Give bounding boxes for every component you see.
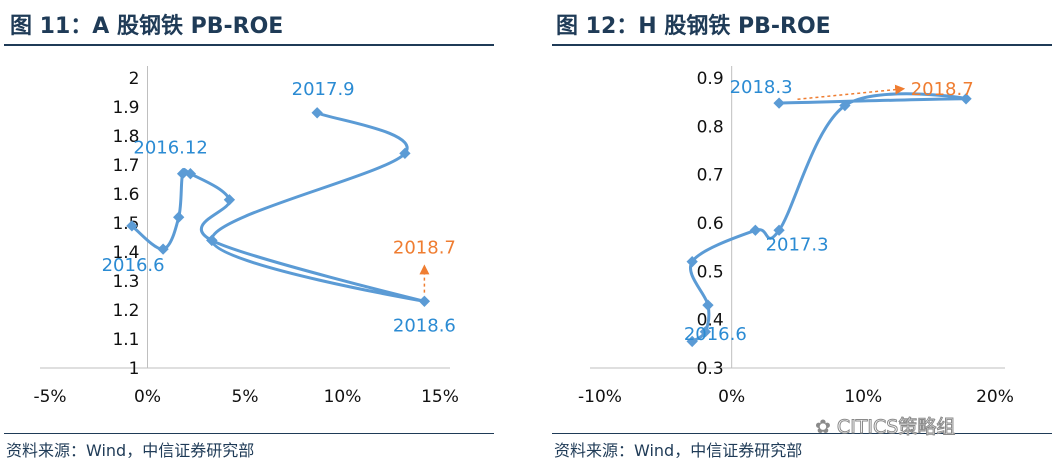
chart2-top-rule: [552, 44, 1052, 46]
data-point: [686, 256, 698, 268]
y-tick-label: 0.5: [697, 262, 724, 282]
watermark: ✿ CITICS策略组: [815, 412, 956, 439]
data-point: [699, 326, 711, 338]
x-tick-label: 20%: [976, 387, 1014, 407]
data-point: [686, 335, 698, 348]
chart1-source: 资料来源：Wind，中信证券研究部: [6, 441, 255, 460]
highlight-arrow: [797, 84, 906, 101]
data-point: [126, 220, 138, 232]
chart-h-steel-pb-roe: 0.3 0.4 0.5 0.6 0.7 0.8 0.9 -10% 0% 10% 20% 2016.6 2…: [578, 66, 1014, 407]
chart1-title: 图 11：A 股钢铁 PB-ROE: [10, 14, 284, 39]
data-point: [223, 194, 236, 206]
chart1-top-rule: [4, 44, 494, 46]
x-tick-label: 5%: [232, 387, 259, 407]
data-point: [418, 295, 431, 307]
y-tick-label: 1.2: [112, 301, 139, 321]
chart-a-steel-pb-roe: 11.11.21.31.41.51.61.71.81.92-5% 0% 5% 10% 1…: [33, 66, 459, 407]
data-point: [173, 211, 185, 223]
y-tick-label: 1.4: [112, 243, 139, 263]
x-tick-label: 0%: [134, 387, 161, 407]
y-tick-label: 1.7: [112, 156, 139, 176]
y-tick-label: 1.8: [112, 127, 139, 147]
watermark-text: CITICS策略组: [836, 416, 956, 439]
point-label: 2018.3: [730, 77, 793, 98]
data-point: [702, 299, 714, 311]
y-tick-label: 1.1: [112, 330, 139, 350]
point-label: 2018.6: [393, 315, 456, 336]
y-tick-label: 1.3: [112, 272, 139, 292]
y-tick-label: 1.9: [112, 98, 139, 118]
x-tick-label: 15%: [421, 387, 459, 407]
y-tick-label: 0.9: [697, 69, 724, 89]
data-point: [773, 224, 785, 236]
data-point: [749, 224, 762, 236]
y-tick-label: 0.8: [697, 117, 724, 137]
point-label: 2017.3: [766, 234, 829, 255]
x-tick-label: 0%: [718, 387, 745, 407]
data-point: [184, 168, 197, 180]
y-tick-label: 0.7: [697, 166, 724, 186]
y-tick-label: 0.6: [697, 214, 724, 234]
x-tick-label: -10%: [578, 387, 622, 407]
data-point: [399, 147, 411, 160]
chart1-bottom-rule: [4, 433, 494, 434]
y-tick-label: 2: [129, 69, 140, 89]
y-tick-label: 1.6: [112, 185, 139, 205]
point-label: 2016.6: [684, 324, 747, 345]
y-tick-label: 1: [129, 359, 140, 379]
highlight-label: 2018.7: [911, 79, 974, 100]
chart2-title: 图 12：H 股钢铁 PB-ROE: [556, 14, 831, 39]
x-tick-label: 10%: [324, 387, 362, 407]
data-point: [206, 234, 218, 247]
y-tick-label: 0.4: [697, 311, 724, 331]
point-label: 2016.6: [102, 255, 165, 276]
point-label: 2016.12: [133, 138, 207, 159]
data-point: [157, 243, 169, 255]
highlight-label: 2018.7: [393, 237, 456, 258]
wechat-icon: ✿: [815, 416, 831, 438]
data-point: [773, 97, 785, 109]
x-tick-label: 10%: [844, 387, 882, 407]
y-tick-label: 0.3: [697, 359, 724, 379]
point-label: 2017.9: [292, 79, 355, 100]
data-point: [176, 168, 189, 180]
chart2-bottom-rule: [552, 433, 1052, 434]
data-point: [311, 107, 323, 119]
chart2-source: 资料来源：Wind，中信证券研究部: [554, 441, 803, 460]
x-tick-label: -5%: [33, 387, 66, 407]
